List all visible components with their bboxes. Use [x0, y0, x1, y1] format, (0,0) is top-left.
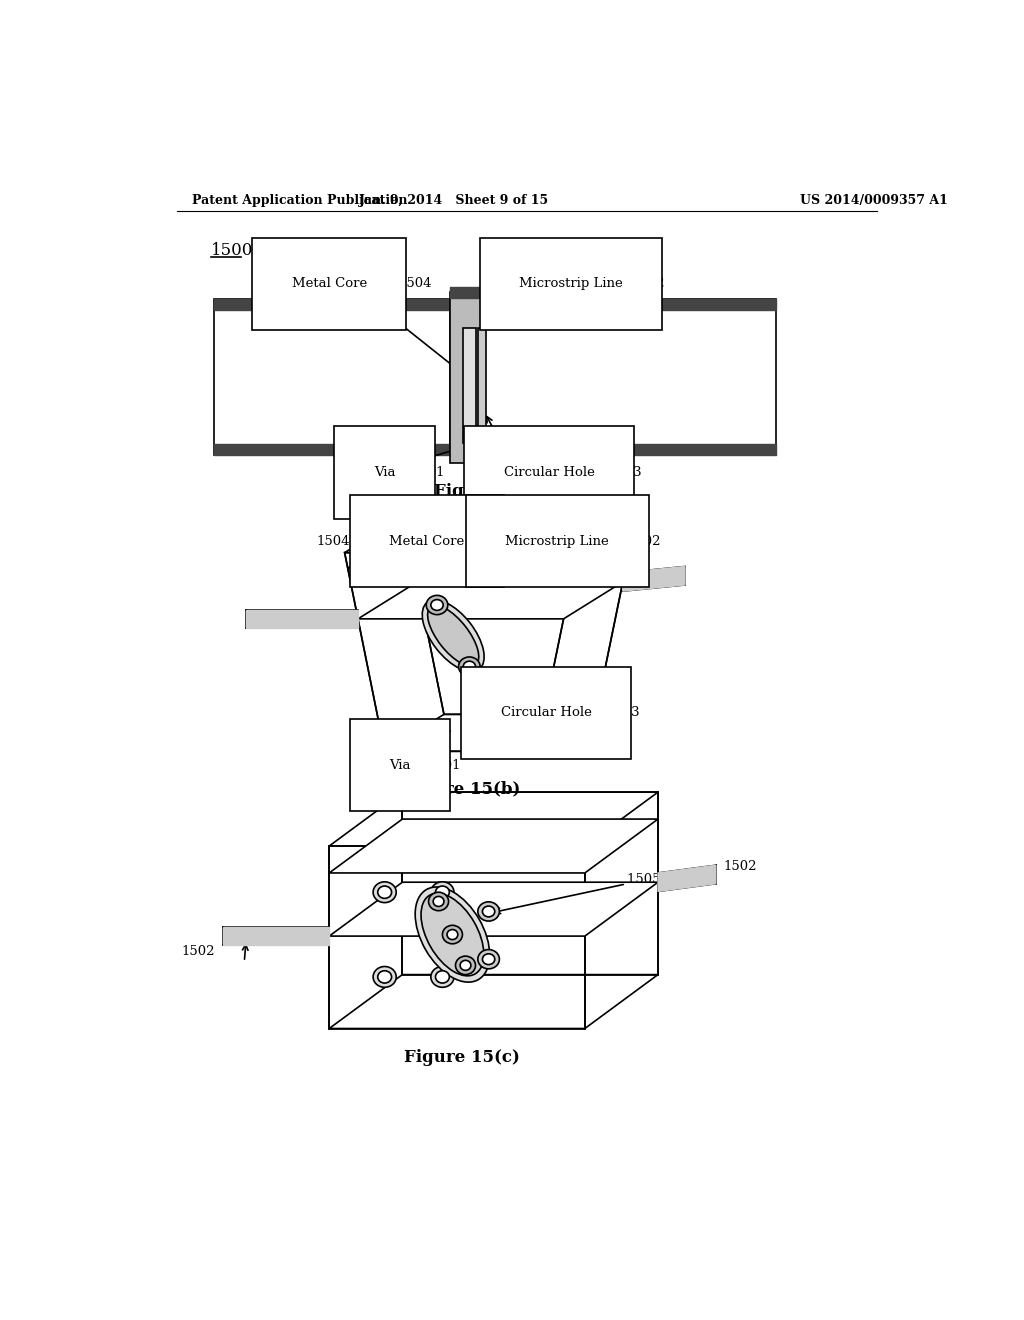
Bar: [478, 327, 485, 444]
Ellipse shape: [422, 601, 484, 672]
Text: Via: Via: [374, 466, 395, 479]
Text: 1502: 1502: [628, 535, 660, 548]
Text: Jan. 9, 2014   Sheet 9 of 15: Jan. 9, 2014 Sheet 9 of 15: [358, 194, 549, 207]
Ellipse shape: [478, 949, 500, 969]
Text: US 2014/0009357 A1: US 2014/0009357 A1: [801, 194, 948, 207]
Text: 1502: 1502: [724, 861, 757, 874]
Polygon shape: [223, 927, 330, 945]
Bar: [214, 300, 451, 455]
Ellipse shape: [435, 970, 450, 983]
Ellipse shape: [459, 657, 480, 676]
Text: Figure 15(b): Figure 15(b): [403, 781, 520, 799]
Text: Metal Core: Metal Core: [389, 535, 465, 548]
Ellipse shape: [426, 595, 447, 615]
Text: 1504: 1504: [316, 535, 350, 548]
Text: 1501: 1501: [412, 466, 445, 479]
Ellipse shape: [415, 887, 489, 982]
Text: Metal Core: Metal Core: [292, 277, 367, 290]
Ellipse shape: [460, 961, 471, 970]
Text: 1503: 1503: [608, 466, 642, 479]
Ellipse shape: [482, 954, 495, 965]
Text: Microstrip Line: Microstrip Line: [519, 277, 623, 290]
Ellipse shape: [428, 606, 479, 667]
Ellipse shape: [447, 929, 458, 940]
Bar: [463, 327, 475, 444]
Text: 1502: 1502: [182, 945, 215, 958]
Polygon shape: [623, 566, 685, 591]
Text: 1501: 1501: [427, 759, 461, 772]
Ellipse shape: [482, 906, 495, 917]
Text: Circular Hole: Circular Hole: [504, 466, 595, 479]
Bar: [484, 300, 776, 455]
Polygon shape: [358, 582, 623, 619]
Text: Patent Application Publication: Patent Application Publication: [193, 194, 408, 207]
Polygon shape: [246, 610, 358, 628]
Ellipse shape: [421, 894, 483, 975]
Ellipse shape: [431, 599, 443, 610]
Ellipse shape: [378, 970, 391, 983]
Polygon shape: [330, 882, 658, 936]
Text: Microstrip Line: Microstrip Line: [505, 535, 609, 548]
Text: Figure 15(a): Figure 15(a): [434, 483, 551, 499]
Ellipse shape: [478, 902, 500, 921]
Text: 1505 (typ.): 1505 (typ.): [628, 874, 700, 887]
Text: 1504: 1504: [398, 277, 432, 290]
Polygon shape: [348, 531, 633, 568]
Ellipse shape: [442, 925, 463, 944]
Ellipse shape: [435, 886, 450, 899]
Polygon shape: [658, 866, 716, 891]
Ellipse shape: [456, 956, 475, 974]
Text: Via: Via: [389, 759, 411, 772]
Ellipse shape: [429, 892, 449, 911]
Ellipse shape: [373, 966, 396, 987]
Text: 1502: 1502: [631, 277, 665, 290]
Ellipse shape: [378, 886, 391, 899]
Text: 1503: 1503: [606, 706, 640, 719]
Ellipse shape: [431, 882, 454, 903]
Ellipse shape: [463, 661, 475, 672]
Bar: [451, 292, 484, 462]
Ellipse shape: [433, 896, 444, 907]
Ellipse shape: [373, 882, 396, 903]
Text: 1500: 1500: [211, 243, 254, 259]
Ellipse shape: [431, 966, 454, 987]
Text: Figure 15(c): Figure 15(c): [403, 1049, 519, 1067]
Text: Circular Hole: Circular Hole: [501, 706, 592, 719]
Polygon shape: [330, 818, 658, 873]
